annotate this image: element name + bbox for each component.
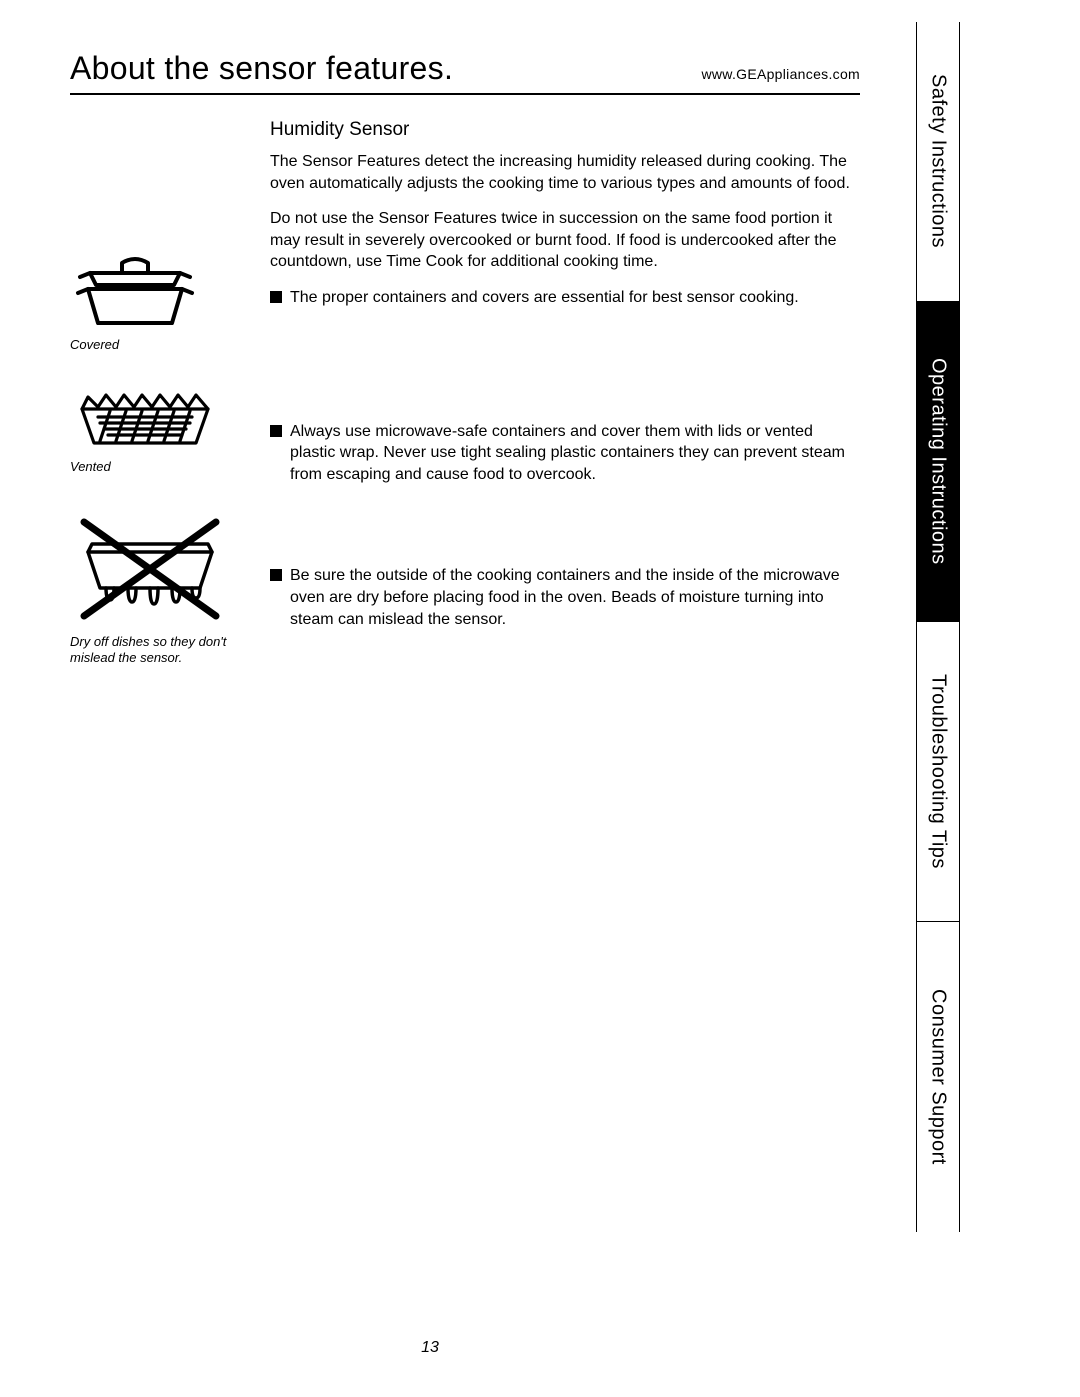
paragraph-2: Do not use the Sensor Features twice in …: [270, 208, 860, 273]
bullet-2: Always use microwave-safe containers and…: [270, 421, 860, 486]
wet-dish-crossed-icon: [70, 508, 230, 628]
bullet-square-icon: [270, 569, 282, 581]
bullet-1-text: The proper containers and covers are ess…: [290, 287, 799, 309]
tab-safety-instructions[interactable]: Safety Instructions: [917, 22, 959, 302]
figure-wet-crossed: Dry off dishes so they don't mislead the…: [70, 508, 258, 667]
manual-page: About the sensor features. www.GEApplian…: [0, 0, 1080, 1397]
page-number: 13: [0, 1339, 860, 1357]
bullet-3-text: Be sure the outside of the cooking conta…: [290, 565, 860, 630]
side-tabs: Safety Instructions Operating Instructio…: [916, 22, 960, 1232]
caption-vented: Vented: [70, 459, 258, 475]
title-row: About the sensor features. www.GEApplian…: [70, 50, 860, 93]
bullet-1: The proper containers and covers are ess…: [270, 287, 860, 309]
tab-operating-instructions[interactable]: Operating Instructions: [917, 302, 959, 622]
figures-column: Covered Vented: [70, 119, 270, 696]
bullet-2-text: Always use microwave-safe containers and…: [290, 421, 860, 486]
bullet-square-icon: [270, 291, 282, 303]
section-humidity-sensor: Covered Vented: [70, 119, 860, 696]
tab-troubleshooting-tips[interactable]: Troubleshooting Tips: [917, 622, 959, 922]
covered-dish-icon: [70, 251, 200, 331]
figure-covered: Covered: [70, 251, 258, 353]
page-title: About the sensor features.: [70, 50, 453, 87]
caption-covered: Covered: [70, 337, 258, 353]
paragraph-1: The Sensor Features detect the increasin…: [270, 151, 860, 194]
header-url: www.GEAppliances.com: [701, 66, 860, 82]
content-area: About the sensor features. www.GEApplian…: [70, 50, 860, 696]
title-rule: [70, 93, 860, 95]
subheading-humidity: Humidity Sensor: [270, 119, 860, 141]
text-column: Humidity Sensor The Sensor Features dete…: [270, 119, 860, 696]
vented-dish-icon: [70, 383, 220, 453]
bullet-square-icon: [270, 425, 282, 437]
tab-consumer-support[interactable]: Consumer Support: [917, 922, 959, 1232]
bullet-3: Be sure the outside of the cooking conta…: [270, 565, 860, 630]
caption-wet: Dry off dishes so they don't mislead the…: [70, 634, 258, 667]
figure-vented: Vented: [70, 383, 258, 475]
